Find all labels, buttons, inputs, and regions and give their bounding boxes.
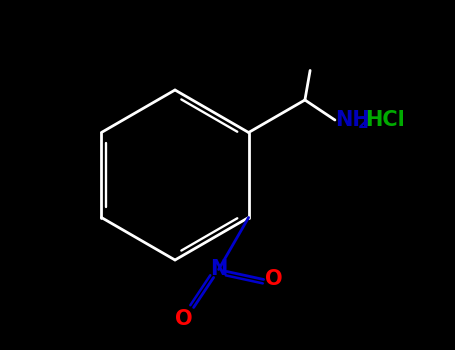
Text: NH: NH: [335, 110, 369, 130]
Text: O: O: [265, 270, 283, 289]
Text: O: O: [175, 309, 192, 329]
Text: HCl: HCl: [365, 110, 404, 130]
Text: N: N: [210, 259, 228, 279]
Text: 2: 2: [358, 117, 369, 132]
